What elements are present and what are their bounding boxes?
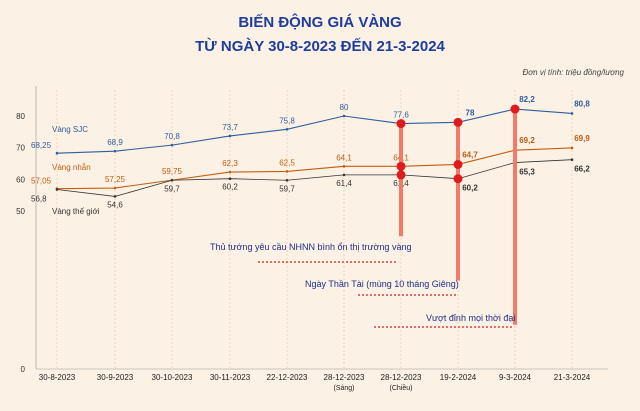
- data-label-sjc: 75,8: [279, 116, 295, 125]
- x-tick-label: 30-8-2023: [39, 373, 76, 382]
- data-label-ring: 69,2: [519, 136, 535, 145]
- series-names: Vàng SJC Vàng nhẫn Vàng thế giới: [52, 125, 100, 216]
- x-tick-label: 28-12-2023: [324, 373, 365, 382]
- data-label-sjc: 80: [340, 103, 349, 112]
- data-point-sjc: [55, 151, 59, 155]
- series-lines: [56, 108, 573, 197]
- event-marker: [453, 117, 463, 127]
- x-tick-label: 21-3-2024: [554, 373, 591, 382]
- data-label-world: 59,7: [279, 184, 295, 193]
- x-tick-label: 30-9-2023: [97, 373, 134, 382]
- data-label-world: 60,2: [462, 184, 478, 193]
- data-label-world: 61,4: [336, 179, 352, 188]
- event-bar: [513, 109, 517, 325]
- data-label-world: 60,2: [222, 183, 238, 192]
- data-label-sjc: 77,6: [393, 111, 409, 120]
- data-point-world: [55, 188, 59, 191]
- data-label-world: 59,7: [164, 184, 180, 193]
- series-line-sjc: [56, 108, 573, 154]
- annotation-text: Thủ tướng yêu cầu NHNN bình ổn thị trườn…: [210, 242, 411, 252]
- annotation-text: Vượt đỉnh mọi thời đại: [426, 313, 515, 323]
- series-line-world: [56, 159, 573, 197]
- x-tick-label: 30-10-2023: [152, 373, 193, 382]
- event-marker: [510, 104, 520, 114]
- data-point-sjc: [113, 149, 117, 153]
- event-marker: [396, 119, 406, 129]
- data-point-sjc: [228, 134, 232, 138]
- data-point-world: [228, 177, 232, 180]
- event-marker: [396, 161, 406, 171]
- data-label-ring: 62,3: [222, 159, 238, 168]
- data-label-sjc: 78: [466, 108, 475, 117]
- data-point-world: [342, 173, 346, 177]
- series-name-ring: Vàng nhẫn: [52, 163, 91, 172]
- data-label-world: 54,6: [107, 200, 123, 209]
- data-point-ring: [285, 170, 289, 173]
- event-marker: [396, 170, 406, 180]
- data-label-sjc: 73,7: [222, 123, 238, 132]
- data-point-ring: [570, 146, 574, 150]
- data-label-ring: 57,05: [31, 177, 52, 186]
- data-label-ring: 69,9: [574, 134, 590, 143]
- x-tick-sublabel: (Sáng): [333, 385, 354, 392]
- event-marker: [453, 174, 463, 184]
- data-label-world: 56,8: [31, 194, 47, 203]
- x-tick-label: 30-11-2023: [210, 373, 251, 382]
- chart-title-line-2: TỪ NGÀY 30-8-2023 ĐẾN 21-3-2024: [195, 37, 445, 55]
- y-tick-label: 50: [16, 207, 25, 216]
- x-tick-label: 9-3-2024: [499, 373, 532, 382]
- series-name-world: Vàng thế giới: [52, 207, 100, 216]
- annotations: Thủ tướng yêu cầu NHNN bình ổn thị trườn…: [210, 242, 515, 328]
- x-tick-sublabel: (Chiều): [390, 383, 413, 392]
- data-label-sjc: 70,8: [164, 132, 180, 141]
- data-point-ring: [113, 186, 117, 190]
- data-point-ring: [228, 170, 232, 174]
- data-point-sjc: [342, 114, 346, 118]
- data-label-ring: 59,75: [162, 167, 183, 176]
- chart-title-line-1: BIẾN ĐỘNG GIÁ VÀNG: [238, 13, 401, 31]
- data-point-sjc: [285, 128, 289, 131]
- event-markers: [396, 104, 520, 325]
- data-label-ring: 62,5: [279, 158, 295, 167]
- y-tick-label: 0: [21, 365, 26, 374]
- data-label-ring: 57,25: [105, 175, 126, 184]
- y-tick-label: 70: [16, 144, 25, 153]
- y-tick-label: 60: [16, 175, 25, 184]
- unit-note: Đơn vị tính: triệu đồng/lượng: [523, 68, 625, 77]
- data-point-world: [570, 158, 574, 161]
- series-line-ring: [56, 147, 573, 190]
- data-label-ring: 64,1: [336, 153, 352, 162]
- data-label-sjc: 68,25: [31, 141, 52, 150]
- event-bar: [399, 123, 403, 237]
- series-name-sjc: Vàng SJC: [52, 125, 88, 134]
- y-tick-label: 80: [16, 112, 25, 121]
- data-point-world: [285, 178, 289, 182]
- data-point-world: [170, 178, 174, 182]
- data-point-world: [113, 195, 117, 198]
- event-marker: [453, 159, 463, 169]
- x-tick-label: 22-12-2023: [267, 373, 308, 382]
- x-tick-label: 28-12-2023: [381, 373, 422, 382]
- data-label-ring: 64,7: [462, 150, 478, 159]
- data-label-sjc: 68,9: [107, 138, 123, 147]
- data-label-world: 65,3: [519, 168, 535, 177]
- data-point-sjc: [170, 143, 174, 147]
- axes: 0 50 60 70 80 30-8-2023 30-9-2023 30-10-2023 30-…: [16, 86, 608, 392]
- annotation-text: Ngày Thần Tài (mùng 10 tháng Giêng): [305, 279, 459, 289]
- data-label-sjc: 82,2: [519, 95, 535, 104]
- data-point-ring: [342, 165, 346, 168]
- series-points: [55, 107, 574, 198]
- data-label-world: 66,2: [574, 165, 590, 174]
- data-point-sjc: [570, 112, 574, 115]
- x-tick-label: 19-2-2024: [440, 373, 477, 382]
- event-bar: [456, 122, 460, 281]
- data-label-sjc: 80,8: [574, 99, 590, 108]
